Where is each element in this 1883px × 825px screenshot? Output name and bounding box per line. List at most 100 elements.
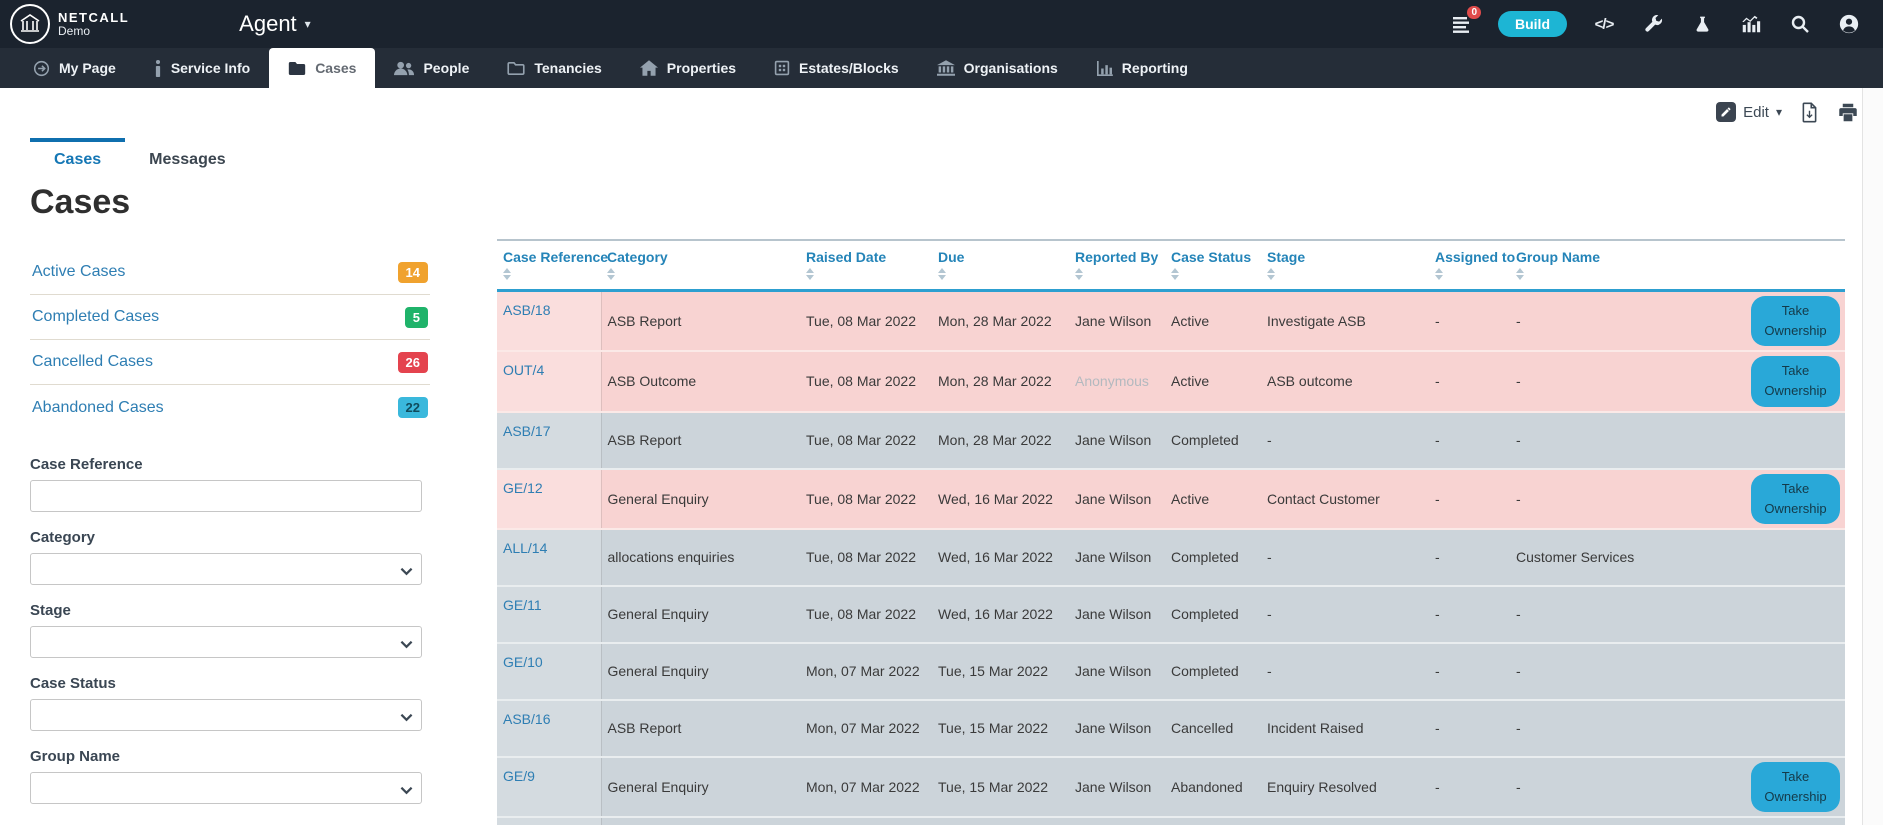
raised-date-cell: Mon, 07 Mar 2022 [800, 643, 932, 700]
column-header[interactable]: Due [938, 249, 1065, 265]
case-reference-cell: ASB/17 [497, 412, 601, 469]
group-name-cell: - [1510, 351, 1737, 411]
table-row [497, 817, 1845, 825]
take-ownership-button[interactable]: Take Ownership [1751, 296, 1840, 346]
raised-date-cell [800, 817, 932, 825]
category-cell: General Enquiry [601, 469, 800, 529]
take-ownership-button[interactable]: Take Ownership [1751, 762, 1840, 812]
category-select[interactable] [30, 553, 422, 585]
reported-by-cell: Jane Wilson [1069, 643, 1165, 700]
search-icon[interactable] [1788, 12, 1812, 36]
sort-icon[interactable] [806, 268, 814, 280]
brand-logo[interactable]: NETCALL Demo [10, 4, 129, 44]
count-badge: 26 [398, 352, 428, 373]
sort-icon[interactable] [1075, 268, 1083, 280]
tab-cases[interactable]: Cases [30, 138, 125, 179]
code-icon[interactable]: </> [1592, 12, 1616, 36]
column-header[interactable]: Category [607, 249, 796, 265]
print-icon[interactable] [1837, 102, 1859, 123]
agent-menu[interactable]: Agent ▾ [239, 11, 311, 37]
reported-by-cell: Jane Wilson [1069, 700, 1165, 757]
link-completed-cases[interactable]: Completed Cases 5 [30, 295, 430, 340]
edit-menu[interactable]: Edit ▾ [1716, 102, 1782, 122]
case-reference-cell: GE/10 [497, 643, 601, 700]
nav-tab-people[interactable]: People [375, 48, 488, 88]
column-header[interactable]: Group Name [1516, 249, 1733, 265]
queue-list-icon[interactable]: 0 [1449, 12, 1473, 36]
action-cell [1737, 412, 1845, 469]
column-header[interactable]: Case Reference [503, 249, 597, 265]
group-name-select[interactable] [30, 772, 422, 804]
wrench-icon[interactable] [1641, 12, 1665, 36]
sort-icon[interactable] [938, 268, 946, 280]
case-reference-link[interactable]: GE/12 [503, 480, 543, 496]
column-header[interactable]: Assigned to [1435, 249, 1506, 265]
group-name-cell [1510, 817, 1737, 825]
case-reference-link[interactable]: ALL/14 [503, 540, 547, 556]
agent-menu-label: Agent [239, 11, 297, 37]
link-active-cases[interactable]: Active Cases 14 [30, 250, 430, 295]
sort-icon[interactable] [1267, 268, 1275, 280]
page-content: Edit ▾ CasesMessages Cases Active Cases … [0, 88, 1883, 825]
stage-select[interactable] [30, 626, 422, 658]
nav-tab-cases[interactable]: Cases [269, 48, 375, 88]
column-header[interactable]: Raised Date [806, 249, 928, 265]
stage-cell: - [1261, 529, 1429, 586]
link-cancelled-cases[interactable]: Cancelled Cases 26 [30, 340, 430, 385]
case-reference-cell: OUT/4 [497, 351, 601, 411]
user-avatar-icon[interactable] [1837, 12, 1861, 36]
column-header[interactable]: Case Status [1171, 249, 1257, 265]
build-button[interactable]: Build [1498, 11, 1567, 37]
take-ownership-button[interactable]: Take Ownership [1751, 474, 1840, 524]
scrollbar-track[interactable] [1862, 88, 1883, 825]
flask-icon[interactable] [1690, 12, 1714, 36]
case-reference-link[interactable]: ASB/16 [503, 711, 550, 727]
case-reference-link[interactable]: GE/11 [503, 597, 542, 613]
case-reference-link[interactable]: OUT/4 [503, 362, 544, 378]
nav-tab-tenancies[interactable]: Tenancies [488, 48, 620, 88]
page-tabs: CasesMessages [30, 138, 1883, 179]
table-row: ASB/16ASB ReportMon, 07 Mar 2022Tue, 15 … [497, 700, 1845, 757]
nav-tab-service-info[interactable]: Service Info [135, 48, 269, 88]
nav-tab-my-page[interactable]: My Page [14, 48, 135, 88]
nav-tab-estates-blocks[interactable]: Estates/Blocks [755, 48, 918, 88]
sort-icon[interactable] [1516, 268, 1524, 280]
case-reference-link[interactable]: ASB/17 [503, 423, 550, 439]
export-pdf-icon[interactable] [1800, 102, 1819, 123]
column-header[interactable]: Stage [1267, 249, 1425, 265]
case-reference-link[interactable]: ASB/18 [503, 302, 550, 318]
notification-badge: 0 [1467, 6, 1481, 19]
case-reference-cell: ASB/16 [497, 700, 601, 757]
group-name-cell: - [1510, 757, 1737, 817]
sort-icon[interactable] [607, 268, 615, 280]
sort-icon[interactable] [1171, 268, 1179, 280]
quick-link-label: Completed Cases [32, 308, 159, 326]
table-row: GE/9General EnquiryMon, 07 Mar 2022Tue, … [497, 757, 1845, 817]
group-name-cell: - [1510, 700, 1737, 757]
case-reference-cell: ASB/18 [497, 291, 601, 352]
count-badge: 14 [398, 262, 428, 283]
column-header[interactable]: Reported By [1075, 249, 1161, 265]
table-row: ASB/18ASB ReportTue, 08 Mar 2022Mon, 28 … [497, 291, 1845, 352]
raised-date-cell: Tue, 08 Mar 2022 [800, 291, 932, 352]
nav-tab-organisations[interactable]: Organisations [918, 48, 1077, 88]
nav-tab-label: Organisations [964, 60, 1058, 76]
nav-tab-reporting[interactable]: Reporting [1077, 48, 1207, 88]
case-reference-link[interactable]: GE/10 [503, 654, 543, 670]
reported-by-cell [1069, 817, 1165, 825]
stage-cell: ASB outcome [1261, 351, 1429, 411]
nav-tab-properties[interactable]: Properties [621, 48, 755, 88]
sort-icon[interactable] [1435, 268, 1443, 280]
tab-messages[interactable]: Messages [125, 138, 250, 179]
raised-date-cell: Tue, 08 Mar 2022 [800, 469, 932, 529]
chevron-down-icon: ▾ [305, 17, 311, 31]
analytics-icon[interactable] [1739, 12, 1763, 36]
sort-icon[interactable] [503, 268, 511, 280]
case-reference-input[interactable] [30, 480, 422, 512]
home-icon [640, 60, 658, 76]
case-reference-link[interactable]: GE/9 [503, 768, 535, 784]
link-abandoned-cases[interactable]: Abandoned Cases 22 [30, 385, 430, 430]
case-status-select[interactable] [30, 699, 422, 731]
take-ownership-button[interactable]: Take Ownership [1751, 356, 1840, 406]
stage-cell: - [1261, 586, 1429, 643]
